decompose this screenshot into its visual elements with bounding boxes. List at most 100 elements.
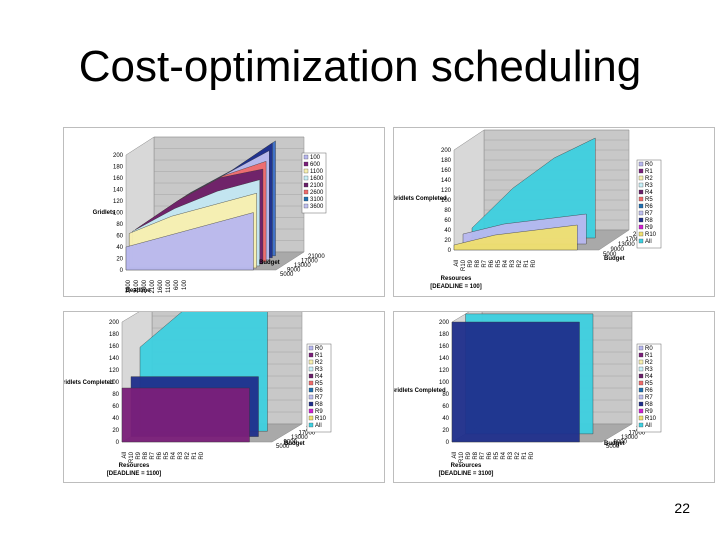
y-tick-label: 120 [441,188,452,194]
legend-swatch [308,380,314,386]
legend-label: R0 [315,346,323,352]
legend-label: R5 [645,381,653,387]
y-tick-label: 0 [116,440,120,446]
legend-label: R10 [645,416,657,422]
budget-tick-label: 5000 [603,252,617,258]
legend-swatch [638,415,644,421]
y-tick-label: 20 [442,428,449,434]
x-tick-label: R2 [517,259,523,267]
y-axis-label: Gridlets Completed [64,380,114,386]
legend-label: 2600 [310,190,324,196]
legend-label: R1 [645,169,653,175]
x-tick-label: R8 [475,259,481,267]
y-tick-label: 60 [116,234,123,240]
x-axis-label: Resources [451,463,482,469]
x-tick-label: R4 [501,451,507,459]
budget-tick-label: 13000 [294,263,311,269]
y-axis-label: Gridlets [93,210,116,216]
legend-label: 2100 [310,183,324,189]
x-tick-label: R3 [178,451,184,459]
y-tick-label: 180 [109,332,120,338]
z-axis-label: Budget [604,256,625,262]
x-tick-label: 2600 [142,279,148,293]
x-tick-label: R2 [185,451,191,459]
y-tick-label: 200 [439,320,450,326]
budget-tick-label: 9000 [284,440,298,446]
legend-label: R6 [645,204,653,210]
slide-title: Cost-optimization scheduling [78,42,642,91]
x-tick-label: R8 [473,451,479,459]
x-tick-label: R4 [171,451,177,459]
y-tick-label: 20 [112,428,119,434]
series-area-r8 [451,321,580,443]
y-tick-label: 80 [444,208,451,214]
legend-swatch [638,380,644,386]
x-tick-label: 2100 [150,279,156,293]
legend-label: R2 [645,360,653,366]
y-tick-label: 60 [442,404,449,410]
legend-label: R3 [645,183,653,189]
x-tick-label: R7 [482,259,488,267]
series-area-r1 [453,224,578,251]
x-axis-label: Resources [441,276,472,282]
x-tick-label: R7 [150,451,156,459]
y-tick-label: 60 [112,404,119,410]
y-tick-label: 140 [439,356,450,362]
legend-swatch [638,182,644,188]
legend-swatch [308,401,314,407]
legend-label: R4 [645,374,653,380]
x-tick-label: R1 [192,451,198,459]
x-tick-label: R7 [480,451,486,459]
legend-swatch [638,408,644,414]
legend-label: R5 [315,381,323,387]
budget-tick-label: 13000 [618,242,635,248]
legend-label: R2 [315,360,323,366]
y-tick-label: 0 [120,268,124,274]
x-tick-label: R1 [522,451,528,459]
budget-tick-label: 21000 [308,254,325,260]
legend-swatch [303,189,309,195]
series-area-r8 [121,387,250,443]
legend-swatch [308,387,314,393]
x-tick-label: R5 [164,451,170,459]
chart-resources-deadline-100: 200 180 160 140 120 100 80 60 40 20 0 All R10 R9 R8 R7 R… [393,127,715,297]
y-tick-label: 20 [444,238,451,244]
x-axis-label-2: [DEADLINE = 1100] [107,471,162,477]
legend-swatch [308,366,314,372]
legend-label: R5 [645,197,653,203]
legend-label: R9 [315,409,323,415]
legend-label: 3100 [310,197,324,203]
legend-label: 600 [310,162,321,168]
x-axis-label-2: [DEADLINE = 100] [430,284,482,290]
x-tick-label: 1100 [166,279,172,293]
z-axis-label: Budget [284,441,305,447]
budget-tick-label: 13000 [621,435,638,441]
budget-tick-label: 5000 [280,272,294,278]
legend-label: All [645,423,652,429]
legend-label: R0 [645,346,653,352]
legend-label: R1 [645,353,653,359]
y-tick-label: 140 [441,178,452,184]
y-tick-label: 100 [439,380,450,386]
legend-swatch [308,373,314,379]
budget-tick-label: 17000 [301,259,318,265]
legend-swatch [638,175,644,181]
x-axis-label: Deadline [125,288,151,294]
legend-swatch [303,161,309,167]
x-tick-label: 1600 [158,279,164,293]
x-axis-label-2: [DEADLINE = 3100] [439,471,494,477]
y-axis-label: Gridlets Completed [394,196,447,202]
legend-swatch [303,196,309,202]
legend-label: All [645,239,652,245]
legend-swatch [308,394,314,400]
legend-swatch [638,401,644,407]
y-tick-label: 0 [448,248,452,254]
x-tick-label: R6 [489,259,495,267]
budget-tick-label: 9000 [614,440,628,446]
legend-label: 1600 [310,176,324,182]
x-tick-label: 100 [182,279,188,290]
legend-swatch [308,359,314,365]
legend-swatch [638,217,644,223]
y-tick-label: 180 [441,158,452,164]
